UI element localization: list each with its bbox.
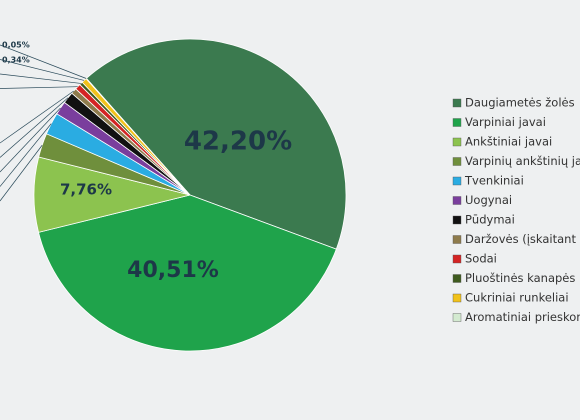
leader-line xyxy=(0,90,74,144)
leader-line xyxy=(0,59,85,81)
legend-swatch xyxy=(452,293,462,303)
legend-label: Daržovės (įskaitant bulv xyxy=(465,232,580,246)
legend-swatch xyxy=(452,313,462,322)
legend-label: Pluoštinės kanapės xyxy=(465,271,575,285)
legend-swatch xyxy=(452,98,462,108)
legend-swatch xyxy=(452,254,462,264)
legend-swatch xyxy=(452,157,462,166)
legend-label: Uogynai xyxy=(465,193,512,207)
data-label: 0,34% xyxy=(2,56,30,65)
leader-line xyxy=(0,44,87,79)
legend-label: Varpiniai javai xyxy=(465,115,546,129)
leader-line xyxy=(0,97,69,158)
legend-label: Aromatiniai prieskonini xyxy=(465,310,580,324)
legend-swatch xyxy=(452,118,462,127)
legend-swatch xyxy=(452,196,462,205)
data-label: 7,76% xyxy=(60,181,112,199)
legend-swatch xyxy=(452,235,462,244)
legend-swatch xyxy=(452,137,462,147)
leader-line xyxy=(0,145,43,202)
legend-swatch xyxy=(452,176,462,186)
legend-label: Ankštiniai javai xyxy=(465,135,552,149)
data-label: 42,20% xyxy=(184,127,292,157)
legend-swatch xyxy=(452,215,462,225)
legend-swatch xyxy=(452,274,462,283)
legend-label: Varpinių ankštinių javų xyxy=(465,154,580,168)
pie-slice xyxy=(38,194,337,352)
legend-label: Sodai xyxy=(465,252,497,266)
legend-label: Tvenkiniai xyxy=(464,174,524,188)
leader-line xyxy=(0,73,82,84)
legend-label: Cukriniai runkeliai xyxy=(465,291,569,305)
data-label: 0,05% xyxy=(2,41,30,50)
legend-label: Daugiametės žolės xyxy=(465,96,575,110)
data-label: 40,51% xyxy=(127,258,219,283)
legend-label: Pūdymai xyxy=(465,213,515,227)
leader-line xyxy=(0,86,78,89)
leader-line xyxy=(0,123,52,187)
leader-line xyxy=(0,107,61,173)
pie-slice xyxy=(85,38,347,250)
